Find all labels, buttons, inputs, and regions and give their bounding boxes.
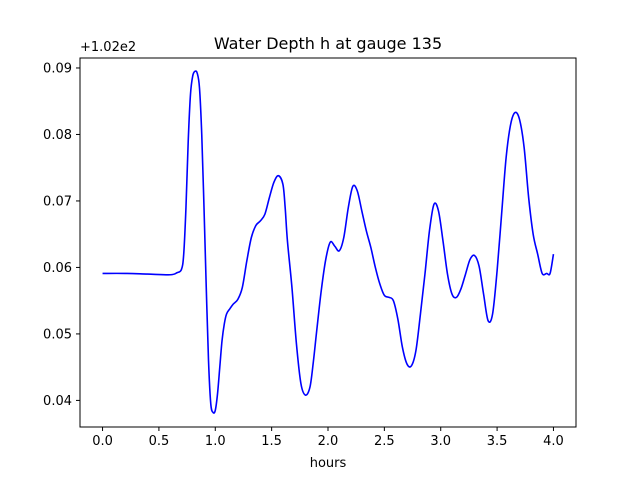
y-tick-label: 0.09 [43,61,72,76]
x-axis-label: hours [310,456,347,471]
plot-area-frame [79,57,577,428]
x-tick-label: 0.5 [149,434,170,449]
y-tick-label: 0.07 [43,194,72,209]
chart-title: Water Depth h at gauge 135 [214,34,442,53]
x-tick-label: 2.5 [374,434,395,449]
y-axis-ticks: 0.04 0.05 0.06 0.07 0.08 0.09 [43,61,80,409]
x-tick-label: 2.0 [318,434,339,449]
y-tick-label: 0.08 [43,128,72,143]
x-axis-ticks: 0.0 0.5 1.0 1.5 2.0 2.5 3.0 3.5 4.0 [92,427,564,449]
x-tick-label: 0.0 [92,434,113,449]
y-offset-label: +1.02e2 [80,40,136,55]
y-tick-label: 0.04 [43,394,72,409]
y-tick-label: 0.06 [43,261,72,276]
series-line-water-depth [102,70,555,414]
series-group [102,70,555,414]
x-tick-label: 3.5 [487,434,508,449]
x-tick-label: 1.0 [205,434,226,449]
y-tick-label: 0.05 [43,327,72,342]
x-tick-label: 4.0 [543,434,564,449]
x-tick-label: 1.5 [261,434,282,449]
x-tick-label: 3.0 [430,434,451,449]
